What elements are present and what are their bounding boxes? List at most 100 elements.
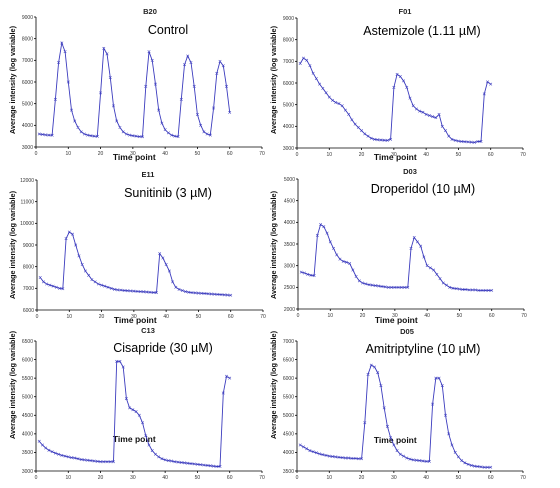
data-point	[385, 424, 389, 428]
x-tick-label: 20	[98, 151, 104, 157]
data-point	[153, 452, 157, 456]
data-point	[370, 283, 374, 287]
y-tick-label: 5500	[283, 395, 294, 401]
x-tick-label: 30	[391, 152, 397, 158]
data-point	[408, 96, 412, 100]
series-line	[38, 360, 230, 467]
data-point	[199, 123, 203, 127]
data-point	[337, 102, 341, 106]
y-tick-label: 12000	[20, 178, 34, 184]
data-point	[157, 455, 161, 459]
data-point	[450, 443, 454, 447]
chart-panel-d03: D03 Droperidol (10 µM) 0 10 20 30 40 50 60 70 2000…	[269, 167, 527, 325]
data-point	[432, 268, 436, 272]
y-axis-label: Average intensity (log variable)	[8, 330, 17, 439]
x-tick-label: 10	[66, 475, 72, 481]
data-point	[489, 82, 493, 86]
x-axis-label: Time point	[375, 315, 418, 325]
data-point	[102, 460, 106, 464]
data-point	[218, 59, 222, 63]
data-point	[332, 246, 336, 250]
data-point	[64, 237, 68, 240]
data-point	[177, 287, 181, 291]
data-point	[131, 134, 135, 138]
data-point	[195, 113, 199, 116]
data-point	[321, 453, 325, 457]
data-point	[228, 376, 232, 380]
x-tick-label: 10	[327, 475, 333, 481]
data-point	[206, 292, 210, 296]
data-point	[160, 121, 164, 125]
y-axis-label: Average intensity (log variable)	[8, 25, 17, 134]
data-point	[73, 456, 77, 460]
series-line	[301, 223, 492, 291]
data-point	[41, 280, 45, 284]
data-point	[134, 410, 138, 414]
data-point	[369, 136, 373, 140]
data-point	[142, 290, 146, 294]
data-point	[405, 85, 409, 89]
data-point	[353, 456, 357, 460]
data-point	[71, 232, 75, 236]
data-point	[395, 449, 399, 453]
data-point	[141, 421, 145, 425]
x-tick-label: 70	[520, 152, 526, 158]
data-point	[190, 291, 194, 295]
data-point	[464, 288, 468, 291]
data-point	[444, 413, 448, 417]
data-point	[132, 289, 136, 293]
data-point	[50, 450, 54, 454]
data-point	[466, 140, 470, 144]
data-point	[128, 406, 132, 410]
data-point	[150, 58, 154, 62]
data-point	[103, 284, 107, 288]
data-point	[180, 289, 184, 292]
data-point	[89, 134, 93, 138]
data-point	[166, 459, 170, 463]
data-point	[469, 140, 473, 144]
series-line	[299, 57, 491, 143]
y-tick-label: 6000	[22, 80, 33, 86]
data-point	[414, 458, 418, 462]
data-point	[202, 130, 206, 134]
data-point	[324, 91, 328, 95]
data-point	[463, 140, 467, 144]
data-point	[171, 280, 175, 284]
data-point	[44, 446, 48, 450]
y-tick-label: 2000	[284, 307, 295, 313]
data-point	[372, 137, 376, 141]
x-tick-label: 20	[99, 314, 105, 320]
data-point	[363, 421, 367, 425]
data-point	[170, 133, 174, 137]
data-point	[351, 268, 355, 272]
x-tick-label: 0	[36, 314, 39, 320]
data-point	[40, 132, 44, 136]
data-point	[54, 285, 58, 289]
data-point	[138, 290, 142, 294]
y-tick-label: 3000	[22, 469, 33, 475]
data-point	[451, 286, 455, 290]
well-label: C13	[141, 326, 155, 335]
data-point	[179, 97, 183, 101]
data-point	[205, 463, 209, 467]
x-tick-label: 70	[259, 475, 265, 481]
x-tick-label: 60	[488, 475, 494, 481]
data-point	[212, 106, 216, 110]
data-point	[92, 459, 96, 463]
data-point	[390, 285, 394, 289]
y-tick-label: 3000	[283, 146, 294, 152]
data-point	[224, 84, 228, 88]
data-point	[298, 443, 302, 447]
x-tick-label: 20	[359, 475, 365, 481]
data-point	[357, 279, 361, 283]
data-point	[82, 458, 86, 462]
data-point	[309, 273, 313, 277]
data-point	[480, 288, 484, 292]
data-point	[454, 287, 458, 291]
data-point	[47, 133, 51, 137]
x-axis-label: Time point	[113, 434, 156, 444]
x-tick-label: 30	[130, 475, 136, 481]
data-point	[164, 263, 168, 266]
x-tick-label: 60	[488, 152, 494, 158]
data-point	[301, 445, 305, 449]
